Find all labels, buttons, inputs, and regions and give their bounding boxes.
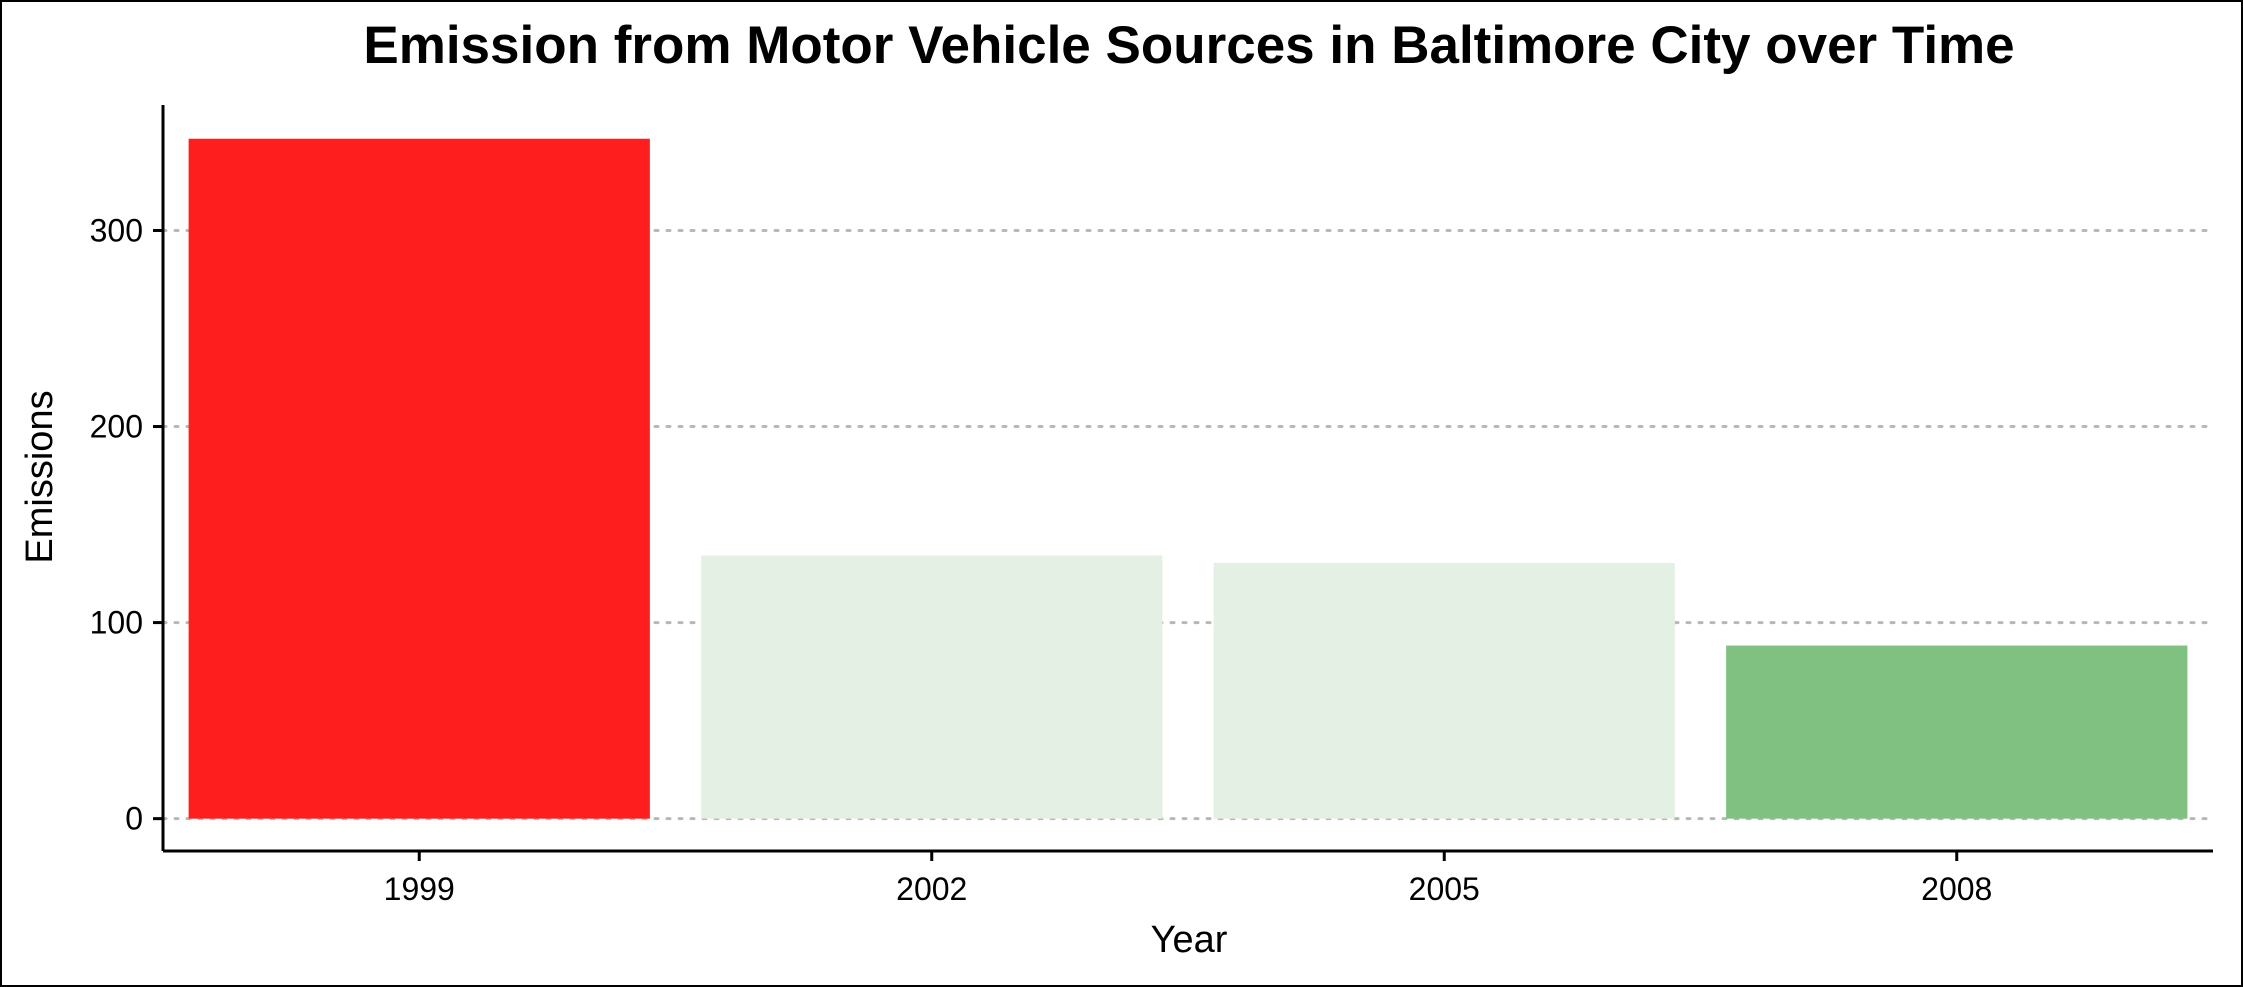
y-tick-label-0: 0 [125, 801, 143, 837]
bars [188, 138, 2188, 819]
x-tick-label-2008: 2008 [1921, 871, 1992, 907]
axes [153, 105, 2213, 861]
bar-1999 [188, 138, 650, 819]
bar-2002 [701, 555, 1163, 819]
y-tick-label-300: 300 [90, 212, 143, 248]
bar-2008 [1726, 645, 2188, 819]
x-tick-label-1999: 1999 [384, 871, 455, 907]
tick-labels: 0 100 200 300 1999 2002 2005 2008 [90, 212, 1993, 907]
x-tick-label-2005: 2005 [1409, 871, 1480, 907]
x-tick-label-2002: 2002 [896, 871, 967, 907]
y-axis-title: Emissions [19, 390, 61, 563]
x-axis-title: Year [1151, 919, 1228, 961]
bar-2005 [1213, 562, 1675, 819]
chart-title: Emission from Motor Vehicle Sources in B… [363, 16, 2014, 75]
y-tick-label-100: 100 [90, 605, 143, 641]
y-tick-label-200: 200 [90, 409, 143, 445]
